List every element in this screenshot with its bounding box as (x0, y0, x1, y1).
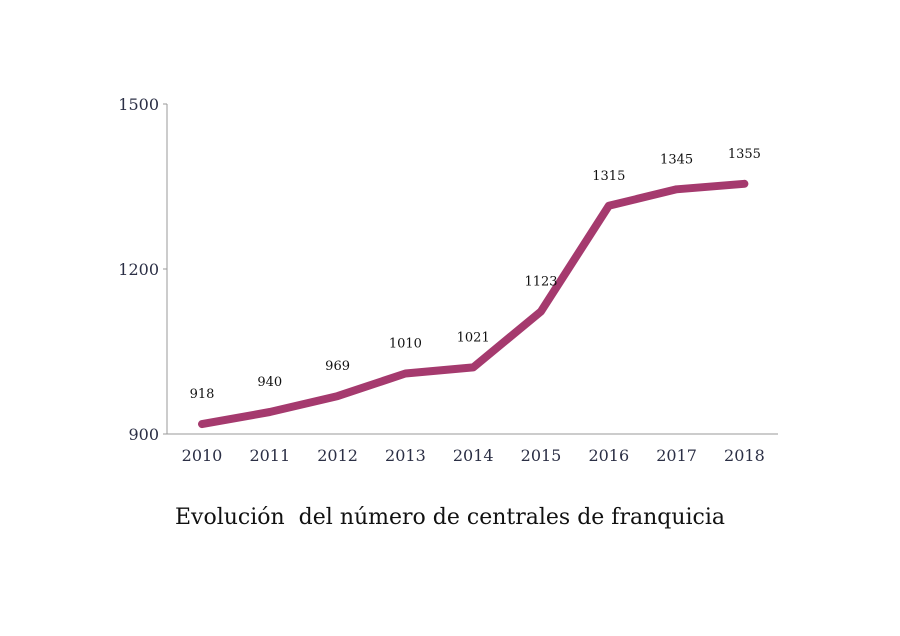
data-label: 1021 (457, 330, 490, 345)
data-label: 1123 (524, 274, 557, 289)
data-label: 1355 (728, 147, 761, 162)
y-tick-label: 900 (128, 425, 159, 444)
series-line (198, 179, 749, 429)
x-tick-label: 2011 (249, 446, 290, 465)
data-label: 1315 (592, 169, 625, 184)
x-tick-label: 2018 (724, 446, 765, 465)
x-tick-label: 2013 (385, 446, 426, 465)
data-labels: 918 940 969 1010 1021 1123 1315 1345 1355 (190, 147, 761, 402)
x-tick-label: 2015 (521, 446, 562, 465)
x-tick-label: 2010 (182, 446, 223, 465)
data-label: 969 (325, 359, 350, 374)
y-tick-label: 1500 (118, 95, 159, 114)
x-tick-label: 2016 (588, 446, 629, 465)
y-tick-label: 1200 (118, 260, 159, 279)
data-label: 940 (257, 375, 282, 390)
x-ticks: 2010 2011 2012 2013 2014 2015 2016 2017 2018 (182, 446, 765, 465)
y-ticks: 900 1200 1500 (118, 95, 167, 444)
x-tick-label: 2012 (317, 446, 358, 465)
data-label: 918 (190, 387, 215, 402)
x-tick-label: 2014 (453, 446, 494, 465)
x-tick-label: 2017 (656, 446, 697, 465)
data-label: 1010 (389, 337, 422, 352)
chart-title: Evolución del número de centrales de fra… (174, 505, 726, 530)
data-label: 1345 (660, 152, 693, 167)
